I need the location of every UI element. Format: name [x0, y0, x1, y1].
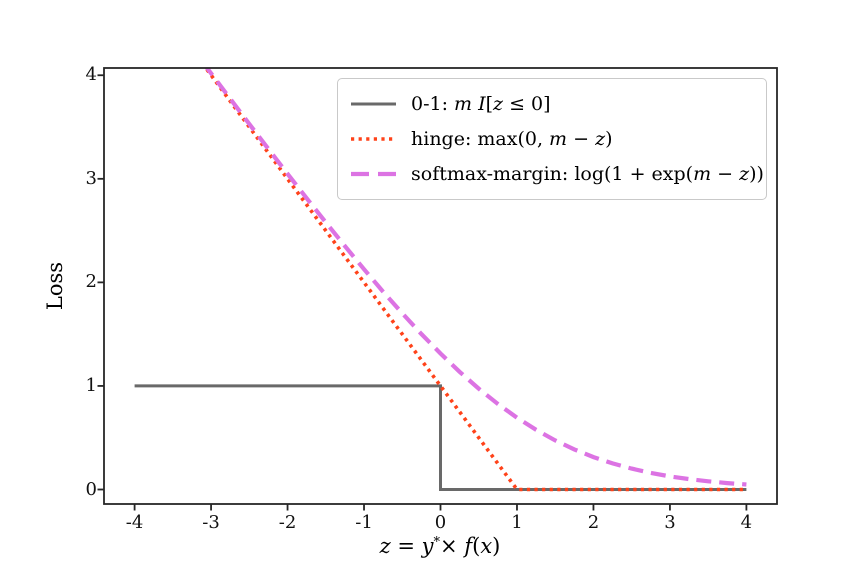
- y-axis-label: Loss: [43, 261, 67, 311]
- legend-row-softmax-margin: softmax-margin: log(1 + exp(m − z)): [350, 163, 764, 185]
- x-tick-label: -1: [355, 512, 373, 533]
- legend-sample-dotted-line: [351, 137, 396, 141]
- curves: [134, 68, 747, 492]
- y-tick-label: 2: [85, 271, 97, 293]
- x-tick-label: 0: [434, 512, 447, 533]
- curve-0-1: [134, 384, 747, 491]
- legend-sample-solid-line: [351, 102, 396, 106]
- x-tick-label: 1: [511, 512, 523, 533]
- legend-sample-dashed-line: [351, 172, 396, 177]
- y-tick-label: 4: [85, 64, 97, 86]
- x-tick-label: -3: [202, 512, 220, 533]
- curve-softmax-margin: [204, 68, 747, 487]
- legend-row-0-1: 0-1: m I[z ≤ 0]: [350, 93, 754, 115]
- legend-row-hinge: hinge: max(0, m − z): [350, 128, 754, 150]
- legend-label-softmax-margin: softmax-margin: log(1 + exp(m − z)): [411, 163, 764, 186]
- x-tick-label: 4: [740, 512, 753, 533]
- x-tick-label: 2: [587, 512, 600, 533]
- x-tick-label: -2: [278, 512, 297, 533]
- y-tick-label: 0: [85, 478, 97, 500]
- legend-label-0-1: 0-1: m I[z ≤ 0]: [411, 92, 551, 115]
- x-tick-label: 3: [664, 512, 676, 533]
- x-axis-label: z = y*× f(x): [379, 534, 501, 558]
- legend-label-hinge: hinge: max(0, m − z): [411, 127, 613, 150]
- x-tick-label: -4: [125, 512, 144, 533]
- y-tick-label: 3: [85, 167, 97, 189]
- legend: 0-1: m I[z ≤ 0] hinge: max(0, m − z) softm…: [337, 78, 767, 200]
- y-tick-label: 1: [85, 374, 97, 396]
